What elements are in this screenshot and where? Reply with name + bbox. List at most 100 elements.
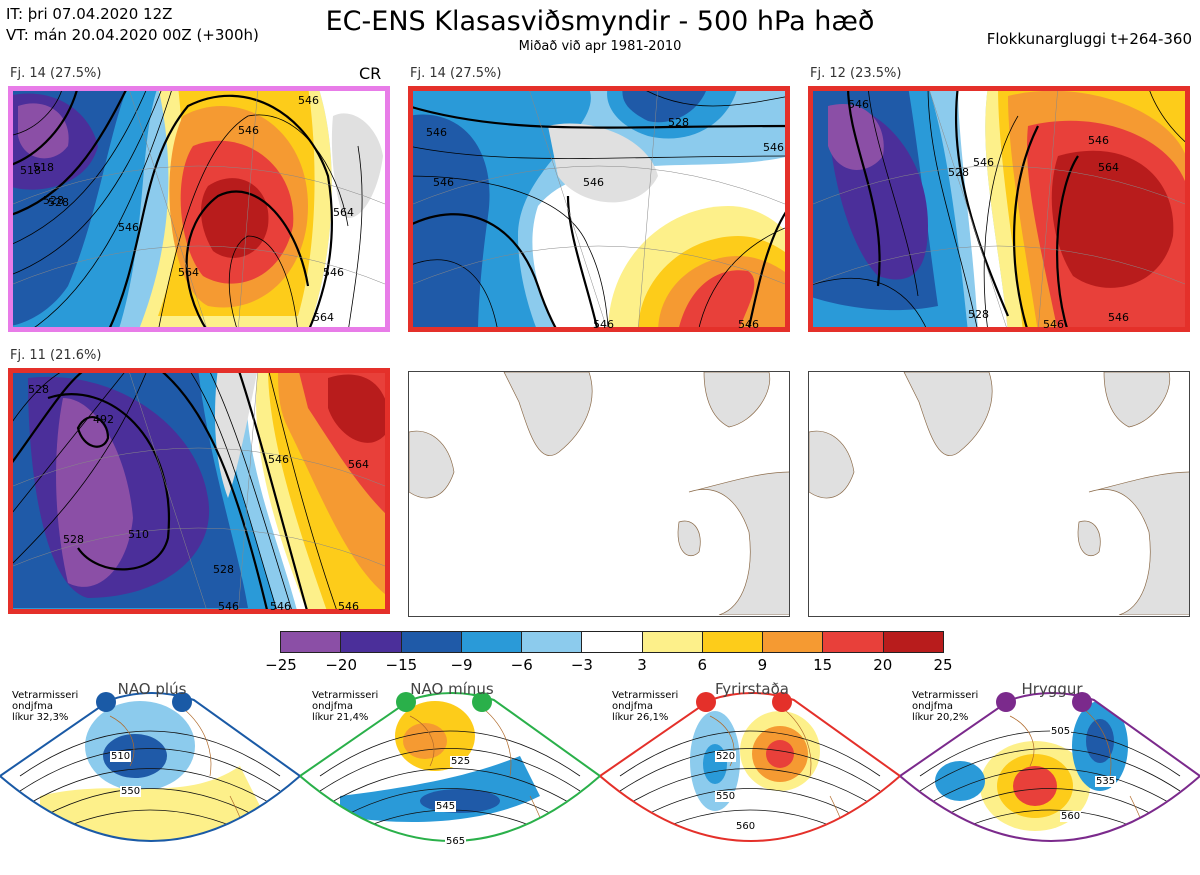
regime-contour-label: 565 (445, 836, 467, 847)
regime-info-line: Vetrarmisseri (912, 690, 979, 701)
cluster-map-1 (8, 86, 390, 332)
regime-contour-label: 560 (735, 821, 757, 832)
contour-label: 546 (323, 266, 344, 279)
regime-info: Vetrarmisseri ondjfma líkur 20,2% (912, 690, 978, 723)
regime-info-line: líkur 21,4% (312, 712, 369, 723)
contour-label: 546 (593, 318, 614, 331)
contour-label: 528 (48, 196, 69, 209)
regime-marker-dot (996, 692, 1016, 712)
colorbar-tick-label: −6 (510, 656, 533, 674)
contour-label: 546 (433, 176, 454, 189)
regime-marker-dot (172, 692, 192, 712)
regime-map (598, 692, 902, 842)
colorbar-tick-label: 3 (637, 656, 647, 674)
colorbar-tick-label: −20 (325, 656, 357, 674)
regime-info-line: ondjfma (612, 701, 653, 712)
contour-label: 546 (218, 600, 239, 613)
page-subtitle: Miðað við apr 1981-2010 (518, 39, 682, 54)
contour-label: 546 (1108, 311, 1129, 324)
cluster-map-2 (408, 86, 790, 332)
regime-contour-label: 550 (120, 786, 142, 797)
contour-label: 546 (238, 124, 259, 137)
regime-3: Fyrirstaða Vetrarmisseri ondjfma líkur 26,1… (598, 676, 904, 871)
colorbar-tick-label: 6 (697, 656, 708, 674)
colorbar (280, 631, 944, 653)
contour-label: 564 (1098, 161, 1119, 174)
regime-map (298, 692, 602, 842)
panel-1-border (8, 86, 390, 332)
regime-contour-label: 520 (715, 751, 737, 762)
contour-label: 546 (118, 221, 139, 234)
regime-info: Vetrarmisseri ondjfma líkur 26,1% (612, 690, 678, 723)
contour-label: 546 (270, 600, 291, 613)
regime-info-line: líkur 26,1% (612, 712, 669, 723)
cluster-map-4 (8, 368, 390, 614)
contour-label: 528 (668, 116, 689, 129)
colorbar-tick-label: 20 (873, 656, 893, 674)
regime-2: NAO mínus Vetrarmisseri ondjfma líkur 21,4%… (298, 676, 604, 871)
regime-marker-dot (772, 692, 792, 712)
regime-marker-dot (96, 692, 116, 712)
regime-contour-label: 525 (450, 756, 472, 767)
regime-info-line: líkur 32,3% (12, 712, 69, 723)
regime-info-line: ondjfma (12, 701, 53, 712)
regime-4: Hryggur Vetrarmisseri ondjfma líkur 20,2% 50… (898, 676, 1200, 871)
contour-label: 546 (426, 126, 447, 139)
regime-info: Vetrarmisseri ondjfma líkur 32,3% (12, 690, 78, 723)
panel-3-label: Fj. 12 (23.5%) (810, 66, 902, 81)
regime-contour-label: 560 (1060, 811, 1082, 822)
header-info: IT: þri 07.04.2020 12Z VT: mán 20.04.202… (6, 4, 259, 46)
panel-4-label: Fj. 11 (21.6%) (10, 348, 102, 363)
regime-contour-label: 545 (435, 801, 457, 812)
contour-label: 528 (28, 383, 49, 396)
colorbar-tick-label: 25 (933, 656, 953, 674)
colorbar-tick-label: −25 (265, 656, 297, 674)
colorbar-bin-10 (883, 632, 943, 652)
regime-info-line: Vetrarmisseri (12, 690, 79, 701)
colorbar-bin-8 (763, 632, 824, 652)
contour-label: 528 (43, 194, 64, 207)
colorbar-bin-7 (702, 632, 764, 652)
colorbar-bin-3 (461, 632, 523, 652)
regime-name: Fyrirstaða (715, 680, 789, 698)
contour-label: 546 (973, 156, 994, 169)
regime-contour-label: 535 (1095, 776, 1117, 787)
panel-2-border (408, 86, 790, 332)
colorbar-bin-2 (401, 632, 462, 652)
contour-label: 546 (268, 453, 289, 466)
classification-window: Flokkunargluggi t+264-360 (986, 30, 1192, 48)
colorbar-tick-label: −3 (570, 656, 593, 674)
panel-2-label: Fj. 14 (27.5%) (410, 66, 502, 81)
page-title: EC-ENS Klasasviðsmyndir - 500 hPa hæð (325, 6, 875, 37)
contour-label: 564 (333, 206, 354, 219)
colorbar-tick-label: 15 (813, 656, 833, 674)
contour-label: 492 (93, 413, 114, 426)
contour-label: 546 (1043, 318, 1064, 331)
contour-label: 528 (63, 533, 84, 546)
contour-label: 546 (338, 600, 359, 613)
regime-name: Hryggur (1021, 680, 1083, 698)
regime-marker-dot (472, 692, 492, 712)
contour-label: 564 (178, 266, 199, 279)
colorbar-bin-0 (281, 632, 342, 652)
regime-1: NAO plús Vetrarmisseri ondjfma líkur 32,3% 5… (0, 676, 304, 871)
contour-label: 510 (128, 528, 149, 541)
colorbar-bin-4 (522, 632, 583, 652)
valid-time: VT: mán 20.04.2020 00Z (+300h) (6, 26, 259, 44)
regime-contour-label: 510 (110, 751, 132, 762)
contour-label: 518 (33, 161, 54, 174)
contour-label: 546 (848, 98, 869, 111)
initial-time: IT: þri 07.04.2020 12Z (6, 5, 173, 23)
colorbar-bin-1 (341, 632, 402, 652)
colorbar-bin-6 (642, 632, 703, 652)
regime-contour-label: 550 (715, 791, 737, 802)
regime-marker-dot (696, 692, 716, 712)
colorbar-tick-label: 9 (757, 656, 768, 674)
contour-label: 546 (1088, 134, 1109, 147)
regime-info-line: Vetrarmisseri (312, 690, 379, 701)
panel-1-tag: CR (359, 64, 382, 83)
regime-info-line: líkur 20,2% (912, 712, 969, 723)
empty-map-5 (408, 371, 790, 617)
empty-map-6 (808, 371, 1190, 617)
contour-label: 546 (763, 141, 784, 154)
